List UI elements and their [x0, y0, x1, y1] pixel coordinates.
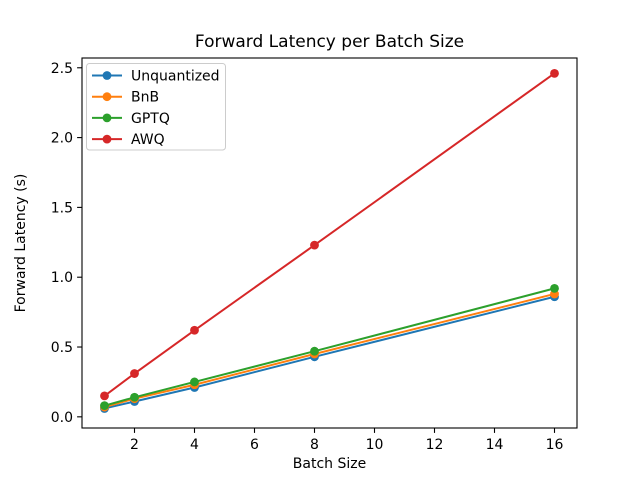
x-tick-label: 8 — [310, 437, 319, 453]
data-point-gptq-x2 — [130, 392, 139, 402]
data-point-gptq-x8 — [310, 346, 319, 356]
data-point-awq-x4 — [190, 325, 199, 335]
legend-sample-marker-awq — [102, 134, 112, 144]
legend-box — [86, 63, 226, 151]
legend-label-gptq: GPTQ — [131, 111, 170, 127]
x-tick-label: 14 — [486, 437, 504, 453]
y-tick-label: 1.5 — [51, 200, 73, 216]
series-line-bnb — [104, 292, 555, 409]
x-tick-label: 16 — [546, 437, 564, 453]
x-axis-label: Batch Size — [293, 456, 366, 472]
y-axis-label: Forward Latency (s) — [13, 174, 29, 313]
x-tick-label: 2 — [130, 437, 139, 453]
x-tick-label: 10 — [366, 437, 384, 453]
chart-title: Forward Latency per Batch Size — [195, 32, 464, 52]
legend-sample-marker-unquantized — [102, 71, 112, 80]
data-point-gptq-x16 — [550, 283, 559, 293]
legend-label-bnb: BnB — [131, 90, 159, 106]
x-tick-label: 4 — [190, 437, 199, 453]
data-point-gptq-x4 — [190, 377, 199, 387]
legend-sample-marker-bnb — [102, 92, 112, 102]
x-tick-label: 6 — [250, 437, 259, 453]
data-point-awq-x16 — [550, 68, 559, 78]
plot-frame — [81, 57, 578, 429]
legend-label-awq: AWQ — [131, 132, 165, 148]
data-point-awq-x2 — [130, 369, 139, 378]
y-tick-label: 2.5 — [51, 61, 73, 77]
data-point-awq-x1 — [100, 391, 109, 401]
data-point-awq-x8 — [310, 240, 319, 250]
y-tick-label: 2.0 — [51, 131, 73, 147]
y-tick-label: 0.0 — [51, 410, 73, 426]
x-tick-label: 12 — [426, 437, 444, 453]
legend-label-unquantized: Unquantized — [131, 69, 220, 85]
series-line-unquantized — [104, 295, 555, 410]
legend: Unquantized BnB GPTQ AWQ — [86, 63, 226, 151]
legend-sample-marker-gptq — [102, 113, 112, 123]
plot-area: 2 4 6 8 10 12 14 16 0.0 0.5 1.0 1.5 2.0 2.5 — [51, 57, 578, 453]
data-point-gptq-x1 — [100, 401, 109, 411]
y-tick-label: 1.0 — [51, 270, 73, 286]
y-tick-label: 0.5 — [51, 340, 73, 356]
